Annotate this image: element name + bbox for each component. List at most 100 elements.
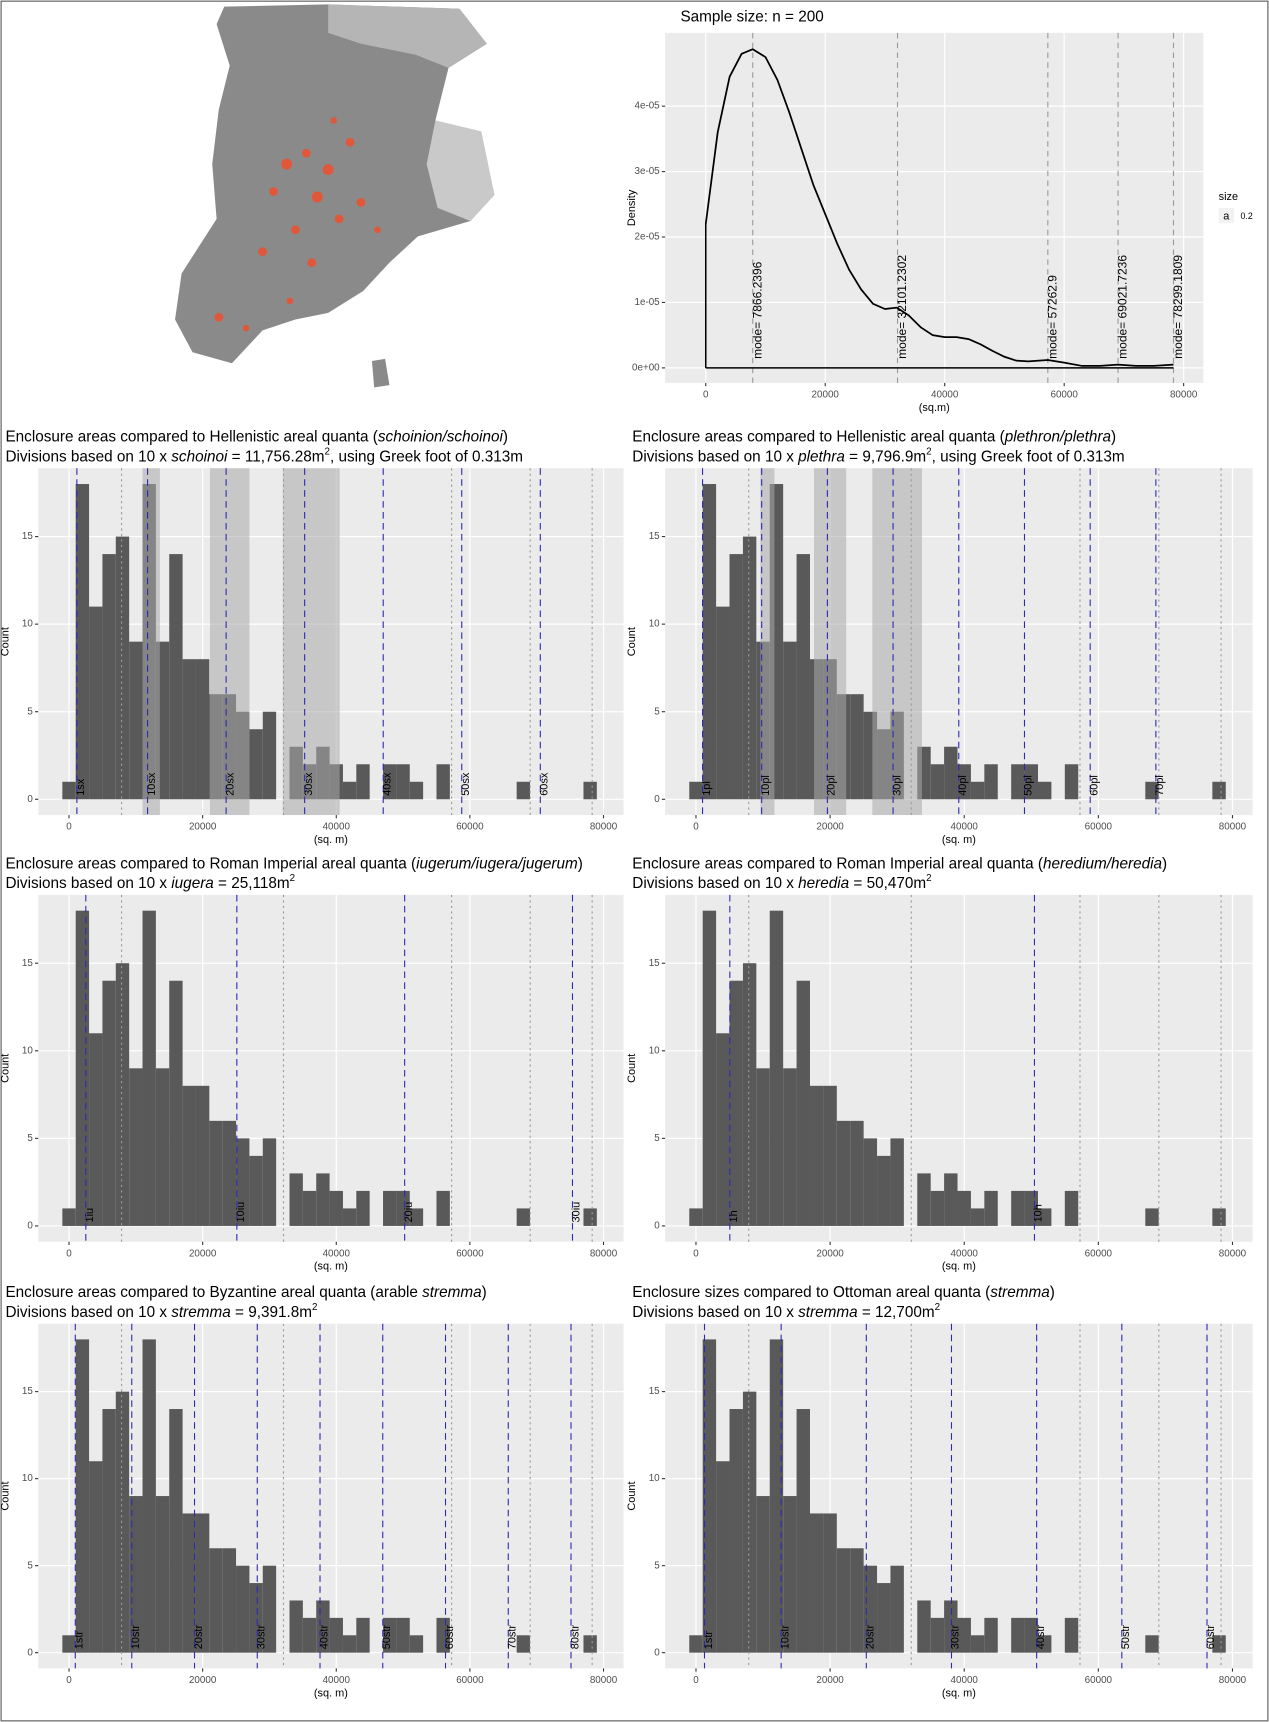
bar xyxy=(823,1513,836,1652)
x-tick-label: 20000 xyxy=(189,822,217,833)
bar xyxy=(1065,1191,1078,1226)
bar xyxy=(783,1068,796,1226)
y-tick-label: 0e+00 xyxy=(632,362,660,373)
bar xyxy=(931,1191,944,1226)
reference-label: 30sx xyxy=(303,772,315,796)
x-tick-label: 40000 xyxy=(323,822,351,833)
chart-subtitle-part: 2 xyxy=(290,873,295,884)
chart-subtitle: Divisions based on 10 x stremma = 9,391.… xyxy=(5,1302,317,1321)
chart-subtitle-part: schoinoi xyxy=(171,448,228,465)
bar xyxy=(343,1208,356,1226)
chart-subtitle-part: Divisions based on 10 x xyxy=(632,1304,798,1321)
bar xyxy=(356,1191,369,1226)
bar xyxy=(129,1068,142,1226)
x-axis-title: (sq. m) xyxy=(314,834,348,846)
y-tick-label: 15 xyxy=(649,958,660,969)
y-tick-label: 5 xyxy=(654,706,660,717)
bar xyxy=(703,911,716,1226)
chart-subtitle-part: = 11,756.28m xyxy=(227,448,324,465)
bar xyxy=(196,659,209,799)
chart-subtitle: Divisions based on 10 x stremma = 12,700… xyxy=(632,1302,940,1321)
bar xyxy=(143,911,156,1226)
x-tick-label: 0 xyxy=(693,1675,699,1686)
chart-title-part: ) xyxy=(1111,429,1116,446)
bar xyxy=(223,1548,236,1652)
bar xyxy=(129,642,142,800)
legend-label: 0.2 xyxy=(1241,211,1253,221)
y-tick-label: 10 xyxy=(649,619,660,630)
y-tick-label: 10 xyxy=(649,1045,660,1056)
chart-subtitle-part: = 25,118m xyxy=(214,875,290,892)
bar xyxy=(330,1191,343,1226)
bar xyxy=(850,1548,863,1652)
x-tick-label: 60000 xyxy=(456,1675,484,1686)
x-tick-label: 0 xyxy=(66,1248,72,1259)
chart-subtitle: Divisions based on 10 x plethra = 9,796.… xyxy=(632,446,1124,465)
chart-subtitle-part: Divisions based on 10 x xyxy=(5,875,171,892)
x-tick-label: 60000 xyxy=(456,822,484,833)
reference-label: 10iu xyxy=(235,1202,247,1223)
x-tick-label: 20000 xyxy=(189,1248,217,1259)
y-tick-label: 1e-05 xyxy=(635,297,661,308)
bar xyxy=(971,1208,984,1226)
bar xyxy=(517,1635,530,1652)
bar xyxy=(730,554,743,799)
bar xyxy=(703,1339,716,1652)
bar xyxy=(89,1461,102,1652)
bar xyxy=(823,1086,836,1226)
bar xyxy=(356,764,369,799)
y-tick-label: 15 xyxy=(22,1386,33,1397)
x-tick-label: 0 xyxy=(693,1248,699,1259)
bar xyxy=(716,1461,729,1652)
bar xyxy=(169,554,182,799)
chart-title: Enclosure areas compared to Roman Imperi… xyxy=(632,855,1167,872)
reference-label: 10str xyxy=(779,1625,791,1650)
reference-label: 1h xyxy=(728,1210,740,1222)
bar xyxy=(76,911,89,1226)
y-tick-label: 15 xyxy=(649,531,660,542)
y-tick-label: 4e-05 xyxy=(635,101,661,112)
bar xyxy=(169,981,182,1226)
bar xyxy=(223,1121,236,1226)
reference-label: 30iu xyxy=(571,1202,583,1223)
bar xyxy=(1011,1191,1024,1226)
bar xyxy=(931,1618,944,1653)
band xyxy=(210,468,249,815)
chart-title-part: ) xyxy=(578,855,583,872)
y-tick-label: 5 xyxy=(27,706,33,717)
bar xyxy=(716,1033,729,1226)
chart-subtitle-part: , using Greek foot of 0.313m xyxy=(330,448,523,465)
chart-title: Enclosure areas compared to Hellenistic … xyxy=(5,429,508,446)
y-tick-label: 5 xyxy=(27,1133,33,1144)
chart-title-part: ) xyxy=(503,429,508,446)
bar xyxy=(756,1496,769,1653)
reference-label: 1str xyxy=(703,1631,715,1650)
chart-subtitle: Divisions based on 10 x schoinoi = 11,75… xyxy=(5,446,523,465)
reference-label: 30str xyxy=(256,1625,268,1650)
bar xyxy=(583,1208,596,1226)
reference-label: 20str xyxy=(865,1625,877,1650)
bar xyxy=(743,963,756,1226)
bar xyxy=(583,782,596,800)
bar xyxy=(303,1191,316,1226)
reference-label: 1sx xyxy=(75,778,87,796)
x-tick-label: 40000 xyxy=(951,1248,979,1259)
x-axis-title: (sq. m) xyxy=(942,1261,976,1273)
bar xyxy=(984,1191,997,1226)
reference-label: 10pl xyxy=(760,775,772,796)
mode-label: mode= 78299.1809 xyxy=(1171,255,1185,359)
bar xyxy=(890,1138,903,1226)
bar xyxy=(703,484,716,799)
bar xyxy=(396,764,409,799)
reference-label: 10sx xyxy=(146,772,158,796)
reference-label: 20pl xyxy=(826,775,838,796)
y-tick-label: 0 xyxy=(654,794,660,805)
page: 0e+001e-052e-053e-054e-05020000400006000… xyxy=(0,0,1269,1722)
reference-label: 40str xyxy=(318,1625,330,1650)
chart-subtitle-part: iugera xyxy=(171,875,214,892)
chart-subtitle-part: 2 xyxy=(312,1302,317,1313)
bar xyxy=(102,981,115,1226)
bar xyxy=(343,782,356,800)
x-tick-label: 80000 xyxy=(1219,1248,1247,1259)
reference-label: 1iu xyxy=(84,1208,96,1223)
